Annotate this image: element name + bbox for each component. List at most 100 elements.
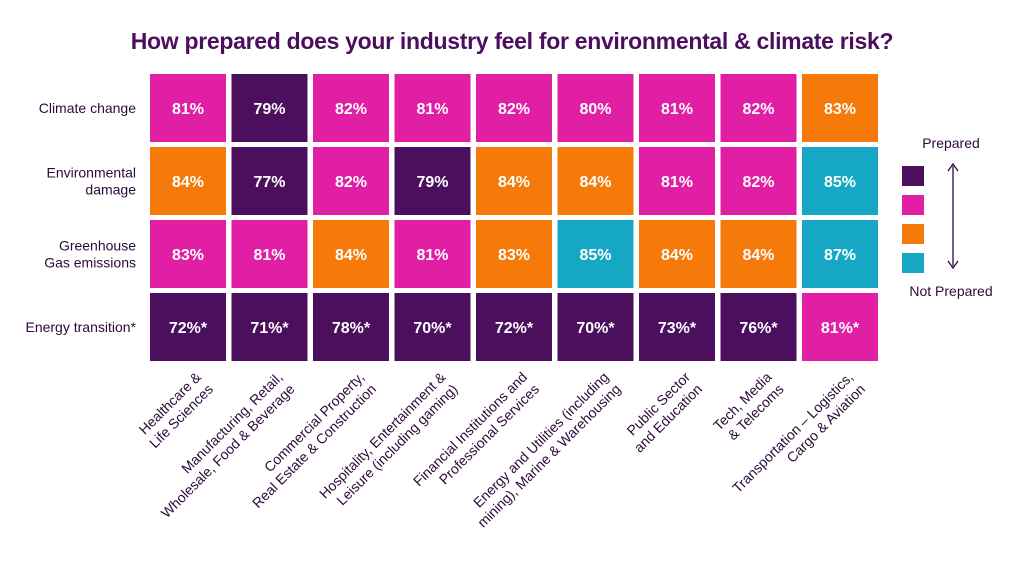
heatmap-cell: 81% <box>150 74 226 142</box>
row-label: Greenhouse Gas emissions <box>44 238 136 271</box>
heatmap-cell: 84% <box>150 147 226 215</box>
heatmap-cell: 71%* <box>231 293 308 361</box>
heatmap-cell: 85% <box>802 147 878 215</box>
cell-value-label: 82% <box>742 101 774 118</box>
heatmap-cell: 84% <box>720 220 797 288</box>
heatmap-cell: 81%* <box>802 293 878 361</box>
legend-top-label: Prepared <box>922 135 980 151</box>
cell-rect <box>150 220 226 288</box>
cell-rect <box>313 220 389 288</box>
cell-rect <box>802 220 878 288</box>
cell-value-label: 80% <box>579 101 611 118</box>
cell-rect <box>476 293 552 361</box>
heatmap-cell: 81% <box>394 220 471 288</box>
column-label: Energy and Utilities (includingmining), … <box>462 369 624 531</box>
cell-rect <box>639 147 715 215</box>
cell-value-label: 78%* <box>332 320 371 337</box>
cell-value-label: 83% <box>172 247 204 264</box>
cell-rect <box>557 293 634 361</box>
cell-value-label: 79% <box>253 101 285 118</box>
cell-value-label: 81% <box>661 174 693 191</box>
chart-title: How prepared does your industry feel for… <box>130 28 894 54</box>
cell-value-label: 79% <box>416 174 448 191</box>
heatmap-cell: 70%* <box>557 293 634 361</box>
column-label: Tech, Media& Telecoms <box>710 369 787 446</box>
cell-rect <box>476 220 552 288</box>
heatmap-cell: 84% <box>313 220 389 288</box>
cell-value-label: 84% <box>742 247 774 264</box>
cell-rect <box>394 293 471 361</box>
heatmap-cell: 81% <box>639 147 715 215</box>
heatmap-cell: 84% <box>557 147 634 215</box>
cell-value-label: 84% <box>498 174 530 191</box>
legend-swatch-orange <box>902 224 924 244</box>
cell-value-label: 85% <box>824 174 856 191</box>
column-label: Manufacturing, Retail,Wholesale, Food & … <box>146 369 298 521</box>
column-label: Public Sectorand Education <box>618 369 705 456</box>
cell-value-label: 84% <box>579 174 611 191</box>
cell-value-label: 84% <box>172 174 204 191</box>
cell-rect <box>231 220 308 288</box>
cell-rect <box>557 147 634 215</box>
legend-swatch-purple <box>902 166 924 186</box>
cell-rect <box>231 293 308 361</box>
cell-rect <box>639 74 715 142</box>
cell-value-label: 84% <box>661 247 693 264</box>
cell-rect <box>231 147 308 215</box>
legend-swatch-magenta <box>902 195 924 215</box>
cell-rect <box>476 74 552 142</box>
cell-rect <box>313 74 389 142</box>
heatmap-cells: 81% 79% 82% 81% 82% 80% 81% 82% 83% 84% 77% 82% 79% 8… <box>150 74 878 361</box>
legend-arrow-icon <box>947 162 959 270</box>
heatmap-cell: 82% <box>313 74 389 142</box>
cell-rect <box>802 147 878 215</box>
cell-rect <box>313 147 389 215</box>
cell-rect <box>720 293 797 361</box>
cell-value-label: 85% <box>579 247 611 264</box>
cell-value-label: 82% <box>498 101 530 118</box>
heatmap-cell: 85% <box>557 220 634 288</box>
row-label: Environmental damage <box>47 165 137 198</box>
cell-value-label: 82% <box>742 174 774 191</box>
heatmap-cell: 83% <box>476 220 552 288</box>
heatmap-cell: 70%* <box>394 293 471 361</box>
cell-value-label: 72%* <box>495 320 534 337</box>
cell-rect <box>313 293 389 361</box>
cell-value-label: 81% <box>253 247 285 264</box>
cell-value-label: 84% <box>335 247 367 264</box>
cell-value-label: 81% <box>661 101 693 118</box>
heatmap-cell: 72%* <box>150 293 226 361</box>
heatmap-cell: 81% <box>639 74 715 142</box>
cell-rect <box>394 147 471 215</box>
cell-rect <box>394 220 471 288</box>
heatmap-cell: 72%* <box>476 293 552 361</box>
cell-value-label: 72%* <box>169 320 208 337</box>
cell-rect <box>557 74 634 142</box>
cell-value-label: 81% <box>416 101 448 118</box>
cell-value-label: 83% <box>824 101 856 118</box>
row-label: Climate change <box>39 100 136 116</box>
heatmap-cell: 80% <box>557 74 634 142</box>
cell-rect <box>802 74 878 142</box>
cell-rect <box>150 293 226 361</box>
heatmap-cell: 87% <box>802 220 878 288</box>
cell-value-label: 87% <box>824 247 856 264</box>
cell-rect <box>720 220 797 288</box>
heatmap-cell: 84% <box>639 220 715 288</box>
cell-value-label: 81% <box>172 101 204 118</box>
cell-value-label: 73%* <box>658 320 697 337</box>
heatmap-cell: 78%* <box>313 293 389 361</box>
heatmap-cell: 81% <box>394 74 471 142</box>
cell-rect <box>720 147 797 215</box>
cell-value-label: 81% <box>416 247 448 264</box>
cell-rect <box>231 74 308 142</box>
cell-value-label: 70%* <box>413 320 452 337</box>
cell-rect <box>394 74 471 142</box>
cell-value-label: 82% <box>335 174 367 191</box>
heatmap-cell: 79% <box>394 147 471 215</box>
heatmap-cell: 82% <box>313 147 389 215</box>
cell-rect <box>802 293 878 361</box>
legend-bottom-label: Not Prepared <box>909 283 992 299</box>
cell-rect <box>476 147 552 215</box>
